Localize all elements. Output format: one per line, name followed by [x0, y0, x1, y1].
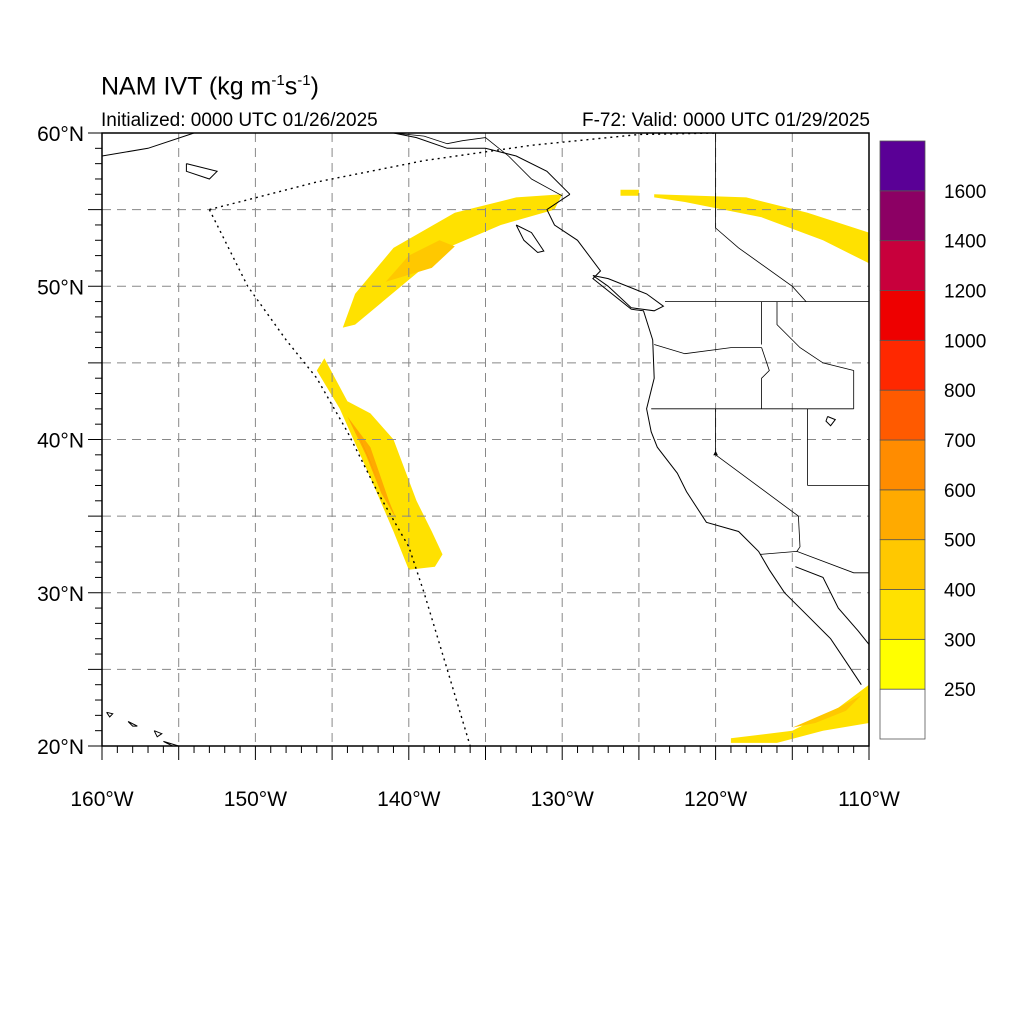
colorbar-label: 600: [944, 481, 976, 502]
colorbar-segment: [879, 589, 926, 640]
political-border: [761, 347, 770, 409]
lat-tick-label: 40°N: [37, 430, 84, 453]
political-border: [715, 408, 799, 517]
ivt-shading: [347, 416, 397, 520]
coastline: [592, 275, 665, 312]
lat-tick-label: 20°N: [37, 736, 84, 759]
colorbar-segment: [879, 539, 926, 590]
ivt-shading: [730, 684, 869, 743]
colorbar-label: 1200: [944, 282, 986, 303]
ivt-shading: [620, 189, 639, 196]
colorbar-label: 400: [944, 581, 976, 602]
colorbar-label: 700: [944, 431, 976, 452]
map-title: NAM IVT (kg m-1s-1): [101, 72, 319, 101]
model-domain-outline: [208, 209, 471, 746]
political-border: [760, 550, 869, 574]
colorbar-segment: [879, 290, 926, 341]
colorbar-label: 300: [944, 630, 976, 651]
colorbar-segment: [879, 140, 926, 192]
colorbar-segment: [879, 688, 926, 740]
colorbar-segment: [879, 638, 926, 690]
political-border: [776, 301, 854, 371]
ivt-shading: [342, 194, 563, 328]
valid-time: F-72: Valid: 0000 UTC 01/29/2025: [582, 110, 870, 131]
coastline: [127, 721, 138, 727]
plot-area: [102, 133, 869, 746]
lake-outline: [825, 416, 837, 427]
political-border: [654, 344, 762, 355]
colorbar-label: 1600: [944, 182, 986, 203]
coastline: [102, 133, 195, 157]
coastline: [106, 711, 114, 718]
political-border: [796, 516, 801, 552]
lon-tick-label: 120°W: [684, 788, 747, 811]
lon-tick-label: 160°W: [70, 788, 133, 811]
colorbar-label: 1000: [944, 331, 986, 352]
colorbar-label: 250: [944, 680, 976, 701]
coastline: [393, 133, 571, 195]
colorbar-label: 1400: [944, 232, 986, 253]
coastline: [185, 163, 219, 180]
coastline: [795, 566, 869, 646]
political-border: [393, 133, 563, 197]
lon-tick-label: 130°W: [531, 788, 594, 811]
coastline: [515, 224, 545, 254]
lat-tick-label: 60°N: [37, 123, 84, 146]
colorbar-label: 500: [944, 531, 976, 552]
lat-tick-label: 30°N: [37, 583, 84, 606]
coastline: [546, 193, 862, 685]
model-domain-outline: [209, 133, 716, 211]
ivt-shading: [385, 240, 455, 282]
initialized-time: Initialized: 0000 UTC 01/26/2025: [101, 110, 378, 131]
colorbar-segment: [879, 190, 926, 242]
colorbar-segment: [879, 389, 926, 441]
colorbar-segment: [879, 439, 926, 491]
colorbar-segment: [879, 339, 926, 391]
lon-tick-label: 150°W: [224, 788, 287, 811]
political-border: [715, 133, 807, 302]
colorbar-label: 800: [944, 381, 976, 402]
ivt-shading: [654, 194, 869, 264]
colorbar-segment: [879, 240, 926, 291]
coastline: [153, 730, 163, 738]
lat-tick-label: 50°N: [37, 276, 84, 299]
ivt-shading: [316, 358, 443, 570]
lon-tick-label: 140°W: [377, 788, 440, 811]
colorbar-segment: [879, 489, 926, 541]
lon-tick-label: 110°W: [838, 788, 900, 811]
